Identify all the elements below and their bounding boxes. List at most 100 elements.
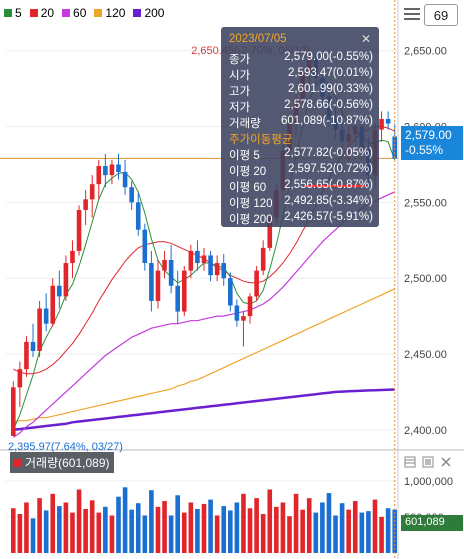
volume-bar [306, 498, 312, 553]
volume-bar [162, 501, 167, 553]
volume-bar [385, 508, 391, 553]
tooltip-row: 종가 2,579.00(-0.55%) [229, 51, 373, 67]
tooltip-label: 고가 [229, 86, 251, 98]
volume-bar [214, 515, 220, 553]
volume-bar [155, 506, 161, 553]
tooltip-label: 시가 [229, 70, 251, 82]
legend-label: 120 [105, 6, 126, 20]
tooltip-ma-row: 이평 120 2,492.85(-3.34%) [229, 195, 373, 211]
tooltip-ma-row: 이평 5 2,577.82(-0.05%) [229, 147, 373, 163]
legend-swatch [29, 9, 38, 17]
candle-body [214, 263, 220, 276]
candle-body [43, 308, 49, 324]
legend-swatch [62, 9, 71, 17]
legend-item-ma120[interactable]: 120 [94, 6, 125, 20]
tooltip-value: 601,089(-10.87%) [280, 115, 373, 127]
candle-body [30, 341, 36, 351]
candle-body [63, 263, 69, 297]
legend-label: 5 [15, 6, 22, 20]
series-line-ma60 [12, 191, 395, 438]
legend-label: 200 [144, 6, 165, 20]
candle-body [24, 341, 29, 370]
candle-body [155, 270, 161, 301]
legend-item-ma20[interactable]: 20 [29, 6, 55, 20]
tooltip-label: 저가 [229, 102, 251, 114]
tooltip-value: 2,577.82(-0.05%) [284, 147, 373, 159]
candle-body [135, 202, 141, 230]
price-tick-label: 2,650.00 [404, 46, 447, 58]
volume-bar [188, 502, 194, 553]
volume-bar [359, 512, 365, 553]
candle-body [188, 250, 194, 271]
volume-bar [346, 509, 351, 553]
candle-body [241, 316, 246, 321]
volume-swatch [14, 458, 22, 467]
volume-bar [287, 516, 292, 553]
volume-bar [247, 508, 253, 553]
volume-bar [142, 515, 148, 553]
volume-bar [201, 503, 207, 553]
close-icon[interactable] [440, 456, 452, 468]
tooltip-label: 이평 120 [229, 198, 273, 210]
volume-bar [17, 514, 23, 553]
price-tick-label: 2,550.00 [404, 197, 447, 209]
volume-bar [300, 509, 305, 553]
tooltip-label: 이평 60 [229, 182, 267, 194]
candle-body [385, 118, 391, 124]
candle-body [181, 270, 187, 312]
tooltip-row: 시가 2,593.47(0.01%) [229, 67, 373, 83]
tooltip-ma-row: 이평 60 2,556.65(-0.87%) [229, 179, 373, 195]
legend-item-ma200[interactable]: 200 [133, 6, 164, 20]
tooltip-close-icon[interactable]: ✕ [360, 32, 371, 46]
tooltip-ma-row: 이평 200 2,426.57(-5.91%) [229, 211, 373, 227]
candle-body [168, 260, 174, 286]
menu-icon[interactable] [404, 8, 420, 20]
tooltip-value: 2,492.85(-3.34%) [284, 195, 373, 207]
tooltip-label: 거래량 [229, 118, 261, 130]
volume-bar [116, 496, 121, 553]
volume-bar [122, 487, 128, 553]
candle-body [175, 285, 180, 312]
candle-body [247, 296, 253, 317]
volume-bar [339, 503, 345, 553]
candle-body [96, 165, 102, 185]
volume-bar [89, 500, 95, 553]
volume-bar [326, 493, 332, 553]
maximize-icon[interactable] [422, 456, 434, 468]
candle-body [221, 263, 227, 279]
volume-bar [83, 508, 88, 553]
volume-bar [175, 495, 180, 553]
price-tick-label: 2,500.00 [404, 273, 447, 285]
low-annotation: 2,395.97(7.64%, 03/27) [8, 441, 123, 453]
tooltip-label: 이평 200 [229, 214, 273, 226]
legend-item-ma5[interactable]: 5 [4, 6, 22, 20]
candle-body [208, 255, 213, 276]
candle-body [234, 305, 240, 321]
tooltip-row: 고가 2,601.99(0.33%) [229, 83, 373, 99]
volume-bar [333, 515, 338, 553]
volume-bar [10, 508, 16, 553]
candle-body [70, 250, 75, 264]
candle-body [129, 187, 134, 203]
volume-bar [221, 506, 227, 553]
volume-bar [241, 493, 246, 553]
candle-body [260, 247, 266, 271]
settings-icon[interactable] [404, 456, 416, 468]
legend-label: 60 [73, 6, 87, 20]
volume-bar [37, 498, 42, 553]
candle-body [109, 164, 115, 176]
data-tooltip: 2023/07/05 ✕ 종가 2,579.00(-0.55%) 시가 2,593.… [221, 27, 379, 227]
candle-body [195, 250, 200, 264]
candle-body [50, 285, 56, 324]
candle-body [103, 165, 108, 176]
legend-item-ma60[interactable]: 60 [62, 6, 86, 20]
volume-bar [228, 510, 233, 553]
volume-bar [208, 499, 213, 553]
legend-label: 20 [40, 6, 55, 20]
count-badge[interactable]: 69 [424, 4, 458, 26]
tooltip-row: 저가 2,578.66(-0.56%) [229, 99, 373, 115]
volume-bar [366, 511, 371, 553]
legend-swatch [94, 9, 103, 17]
current-price: 2,579.00 [405, 128, 452, 142]
volume-legend[interactable]: 거래량(601,089) [10, 452, 114, 473]
